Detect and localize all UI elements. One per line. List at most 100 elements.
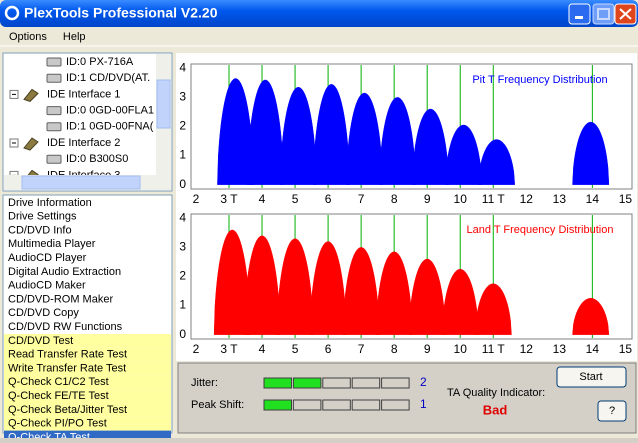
y-tick-label: 3	[179, 90, 186, 104]
y-tick-label: 0	[179, 177, 186, 191]
function-item[interactable]: CD/DVD Info	[8, 224, 72, 236]
drive-icon	[46, 73, 62, 83]
function-item[interactable]: AudioCD Maker	[8, 280, 86, 292]
highlight-row	[4, 403, 171, 417]
distribution-hump	[441, 268, 479, 335]
function-item[interactable]: AudioCD Player	[8, 252, 87, 264]
meter-box-off	[381, 377, 410, 389]
distribution-hump	[408, 258, 446, 335]
tree-label[interactable]: IDE Interface 3	[47, 169, 120, 181]
highlight-row	[4, 361, 171, 376]
function-item[interactable]: CD/DVD RW Functions	[8, 321, 123, 333]
drive-icon	[46, 57, 62, 67]
highlight-row	[4, 375, 171, 390]
tree-label[interactable]: IDE Interface 1	[47, 88, 120, 100]
window-title: PlexTools Professional V2.20	[24, 5, 218, 21]
quality-indicator-label: TA Quality Indicator:	[447, 387, 545, 399]
x-tick-label: 12	[520, 192, 534, 206]
x-tick-label: 5	[292, 342, 299, 356]
function-item[interactable]: Write Transfer Rate Test	[8, 362, 126, 374]
function-item[interactable]: Digital Audio Extraction	[8, 266, 121, 278]
function-item[interactable]: Q-Check PI/PO Test	[8, 418, 107, 430]
drive-icon	[46, 106, 62, 116]
distribution-hump	[342, 247, 380, 335]
tree-label[interactable]: ID:0 B300S0	[66, 153, 128, 165]
distribution-hump	[279, 87, 317, 185]
function-item[interactable]: Multimedia Player	[8, 238, 96, 250]
x-tick-label: 15	[619, 192, 633, 206]
x-tick-label: 13	[553, 342, 567, 356]
tree-label[interactable]: IDE Interface 2	[47, 137, 120, 149]
function-item[interactable]: CD/DVD Copy	[8, 307, 79, 319]
highlight-row	[4, 389, 171, 403]
function-item[interactable]: Drive Information	[8, 197, 92, 209]
highlight-row	[4, 416, 171, 431]
distribution-hump	[379, 97, 416, 185]
x-tick-label: 8	[391, 342, 398, 356]
x-tick-label: 13	[553, 192, 567, 206]
chart-title: Pit T Frequency Distribution	[472, 74, 607, 86]
quality-controls	[263, 377, 410, 411]
start-button-label[interactable]: Start	[579, 371, 602, 383]
y-tick-label: 1	[179, 298, 186, 312]
title-bar	[0, 0, 638, 27]
tree-expander[interactable]	[9, 170, 19, 179]
x-tick-label: 14	[586, 192, 600, 206]
distribution-hump	[572, 298, 610, 335]
distribution-hump	[572, 121, 610, 185]
function-item[interactable]: Q-Check FE/TE Test	[8, 390, 109, 402]
x-tick-label: 12	[520, 342, 534, 356]
meter-box-off	[292, 399, 322, 411]
distribution-hump	[474, 283, 512, 335]
jitter-label: Jitter:	[191, 377, 218, 389]
function-item[interactable]: Drive Settings	[8, 211, 77, 223]
tree-label[interactable]: ID:1 0GD-00FNA(	[66, 121, 154, 133]
meter-box-on	[292, 377, 322, 389]
tree-label[interactable]: ID:1 CD/DVD(AT.	[66, 72, 150, 84]
menu-item[interactable]: Help	[63, 31, 86, 43]
tree-label[interactable]: ID:0 0GD-00FLA1	[66, 105, 154, 117]
distribution-hump	[375, 251, 413, 335]
x-tick-label: 15	[619, 342, 633, 356]
y-tick-label: 0	[179, 327, 186, 341]
meter-box-on	[263, 377, 292, 389]
help-button-label[interactable]: ?	[609, 405, 615, 417]
tree-vscroll-thumb[interactable]	[156, 79, 171, 129]
device-tree	[2, 52, 173, 192]
minimize-button[interactable]	[568, 3, 591, 25]
x-tick-label: 2	[193, 192, 200, 206]
meter-box-off	[322, 399, 351, 411]
x-tick-label: 14	[586, 342, 600, 356]
x-tick-label: 4	[259, 342, 266, 356]
function-item[interactable]: CD/DVD-ROM Maker	[8, 293, 113, 305]
y-tick-label: 2	[179, 119, 186, 133]
interface-icon	[23, 137, 39, 151]
minimize-icon	[575, 16, 583, 19]
highlight-row	[4, 334, 171, 348]
function-item[interactable]: CD/DVD Test	[8, 335, 73, 347]
x-tick-label: 6	[325, 342, 332, 356]
function-item[interactable]: Q-Check TA Test	[8, 431, 90, 443]
help-button[interactable]	[597, 400, 627, 422]
tree-label[interactable]: ID:0 PX-716A	[66, 56, 134, 68]
meter-box-on	[263, 399, 292, 411]
meter-box-off	[351, 377, 381, 389]
function-item[interactable]: Read Transfer Rate Test	[8, 349, 127, 361]
menu-item[interactable]: Options	[9, 31, 47, 43]
x-tick-label: 10	[454, 342, 468, 356]
start-button[interactable]	[556, 366, 627, 388]
x-tick-label: 11 T	[482, 342, 506, 356]
x-tick-label: 4	[259, 192, 266, 206]
tree-hscroll-thumb[interactable]	[21, 175, 141, 190]
jitter-value: 2	[420, 375, 427, 389]
meter-box-off	[322, 377, 351, 389]
x-tick-label: 9	[424, 192, 431, 206]
function-item[interactable]: Q-Check C1/C2 Test	[8, 376, 109, 388]
distribution-hump	[213, 229, 251, 335]
distribution-hump	[309, 241, 347, 335]
function-item[interactable]: Q-Check Beta/Jitter Test	[8, 404, 127, 416]
distribution-hump	[246, 79, 284, 185]
interface-icon	[27, 169, 39, 175]
maximize-button	[592, 3, 615, 25]
